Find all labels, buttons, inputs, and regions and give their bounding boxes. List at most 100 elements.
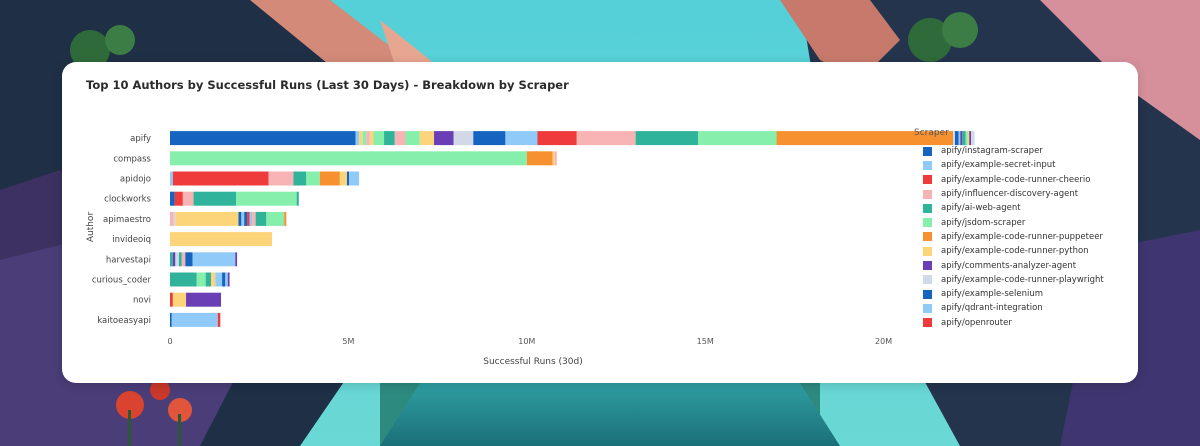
bar-segment-curious-coder-5[interactable] bbox=[222, 272, 226, 287]
bar-apidojo[interactable] bbox=[170, 171, 360, 186]
bar-segment-curious-coder-3[interactable] bbox=[211, 272, 216, 287]
bar-segment-compass-1[interactable] bbox=[526, 151, 553, 166]
bar-kaitoeasyapi[interactable] bbox=[170, 312, 221, 327]
bar-segment-novi-0[interactable] bbox=[170, 292, 173, 307]
bar-segment-apify-12[interactable] bbox=[453, 131, 474, 146]
bar-segment-clockworks-5[interactable] bbox=[296, 191, 299, 206]
legend-item[interactable]: apify/example-code-runner-cheerio bbox=[914, 173, 1134, 187]
bar-segment-clockworks-2[interactable] bbox=[182, 191, 194, 206]
bar-segment-apify-0[interactable] bbox=[170, 131, 356, 146]
bar-segment-curious-coder-7[interactable] bbox=[227, 272, 230, 287]
bar-clockworks[interactable] bbox=[170, 191, 299, 206]
legend-item[interactable]: apify/comments-analyzer-agent bbox=[914, 258, 1134, 272]
bar-segment-apify-7[interactable] bbox=[384, 131, 395, 146]
bar-segment-apify-21[interactable] bbox=[954, 131, 959, 146]
bar-segment-apimaestro-4[interactable] bbox=[241, 211, 245, 226]
bar-segment-apify-13[interactable] bbox=[473, 131, 506, 146]
bar-segment-curious-coder-2[interactable] bbox=[205, 272, 212, 287]
bar-segment-apify-24[interactable] bbox=[962, 131, 966, 146]
bar-segment-apify-10[interactable] bbox=[419, 131, 435, 146]
bar-segment-apidojo-2[interactable] bbox=[268, 171, 294, 186]
bar-segment-harvestapi-1[interactable] bbox=[172, 252, 176, 267]
legend-item[interactable]: apify/example-selenium bbox=[914, 287, 1134, 301]
legend-item[interactable]: apify/instagram-scraper bbox=[914, 144, 1134, 158]
legend-item[interactable]: apify/example-code-runner-python bbox=[914, 244, 1134, 258]
bar-segment-apimaestro-2[interactable] bbox=[175, 211, 239, 226]
bar-segment-apify-17[interactable] bbox=[635, 131, 699, 146]
bar-segment-apify-8[interactable] bbox=[394, 131, 406, 146]
bar-segment-harvestapi-6[interactable] bbox=[192, 252, 236, 267]
bar-segment-compass-0[interactable] bbox=[170, 151, 527, 166]
bar-segment-apimaestro-1[interactable] bbox=[173, 211, 176, 226]
bar-segment-curious-coder-0[interactable] bbox=[170, 272, 197, 287]
bar-segment-apify-16[interactable] bbox=[576, 131, 636, 146]
bar-segment-apify-23[interactable] bbox=[960, 131, 963, 146]
bar-segment-apify-2[interactable] bbox=[359, 131, 363, 146]
bar-segment-apify-22[interactable] bbox=[958, 131, 961, 146]
bar-segment-harvestapi-3[interactable] bbox=[178, 252, 182, 267]
bar-apify[interactable] bbox=[170, 131, 975, 146]
bar-segment-invideoiq-0[interactable] bbox=[170, 232, 273, 247]
bar-segment-apify-27[interactable] bbox=[969, 131, 972, 146]
bar-segment-apify-15[interactable] bbox=[537, 131, 577, 146]
bar-segment-compass-3[interactable] bbox=[554, 151, 557, 166]
bar-apimaestro[interactable] bbox=[170, 211, 287, 226]
bar-segment-harvestapi-4[interactable] bbox=[181, 252, 186, 267]
bar-segment-apidojo-4[interactable] bbox=[306, 171, 320, 186]
legend-item[interactable]: apify/jsdom-scraper bbox=[914, 215, 1134, 229]
bar-segment-novi-1[interactable] bbox=[172, 292, 187, 307]
legend-item[interactable]: apify/qdrant-integration bbox=[914, 301, 1134, 315]
bar-segment-harvestapi-2[interactable] bbox=[175, 252, 179, 267]
bar-harvestapi[interactable] bbox=[170, 252, 238, 267]
bar-novi[interactable] bbox=[170, 292, 222, 307]
bar-segment-apidojo-7[interactable] bbox=[346, 171, 350, 186]
bar-segment-apify-28[interactable] bbox=[971, 131, 975, 146]
bar-segment-apify-26[interactable] bbox=[967, 131, 970, 146]
bar-segment-apify-4[interactable] bbox=[366, 131, 370, 146]
bar-segment-curious-coder-1[interactable] bbox=[196, 272, 206, 287]
bar-segment-apidojo-6[interactable] bbox=[339, 171, 347, 186]
bar-segment-apify-1[interactable] bbox=[355, 131, 360, 146]
bar-segment-harvestapi-0[interactable] bbox=[170, 252, 173, 267]
bar-segment-curious-coder-4[interactable] bbox=[215, 272, 223, 287]
bar-segment-apimaestro-5[interactable] bbox=[244, 211, 248, 226]
legend-item[interactable]: apify/openrouter bbox=[914, 316, 1134, 330]
bar-segment-apify-20[interactable] bbox=[953, 131, 955, 146]
bar-segment-curious-coder-6[interactable] bbox=[225, 272, 228, 287]
bar-segment-clockworks-4[interactable] bbox=[236, 191, 297, 206]
bar-segment-apify-14[interactable] bbox=[505, 131, 538, 146]
bar-segment-compass-2[interactable] bbox=[552, 151, 555, 166]
legend-item[interactable]: apify/example-secret-input bbox=[914, 158, 1134, 172]
bar-segment-apify-11[interactable] bbox=[434, 131, 454, 146]
legend-item[interactable]: apify/example-code-runner-puppeteer bbox=[914, 230, 1134, 244]
bar-curious-coder[interactable] bbox=[170, 272, 230, 287]
bar-segment-harvestapi-5[interactable] bbox=[185, 252, 193, 267]
bar-segment-kaitoeasyapi-0[interactable] bbox=[170, 312, 172, 327]
legend-item[interactable]: apify/influencer-discovery-agent bbox=[914, 187, 1134, 201]
bar-segment-apimaestro-10[interactable] bbox=[266, 211, 285, 226]
bar-segment-apify-5[interactable] bbox=[369, 131, 374, 146]
bar-segment-apify-3[interactable] bbox=[362, 131, 367, 146]
bar-segment-apimaestro-7[interactable] bbox=[249, 211, 253, 226]
bar-segment-apimaestro-3[interactable] bbox=[238, 211, 242, 226]
legend-item[interactable]: apify/ai-web-agent bbox=[914, 201, 1134, 215]
bar-segment-harvestapi-7[interactable] bbox=[235, 252, 238, 267]
bar-invideoiq[interactable] bbox=[170, 232, 273, 247]
legend-item[interactable]: apify/example-code-runner-playwright bbox=[914, 273, 1134, 287]
bar-segment-apimaestro-8[interactable] bbox=[252, 211, 256, 226]
bar-segment-apimaestro-11[interactable] bbox=[284, 211, 287, 226]
bar-segment-apify-25[interactable] bbox=[965, 131, 968, 146]
bar-segment-apidojo-5[interactable] bbox=[319, 171, 340, 186]
bar-segment-kaitoeasyapi-1[interactable] bbox=[171, 312, 218, 327]
bar-segment-apidojo-3[interactable] bbox=[293, 171, 307, 186]
bar-segment-apidojo-8[interactable] bbox=[349, 171, 360, 186]
bar-segment-apimaestro-6[interactable] bbox=[247, 211, 250, 226]
bar-segment-clockworks-1[interactable] bbox=[174, 191, 183, 206]
bar-segment-apify-19[interactable] bbox=[776, 131, 954, 146]
bar-segment-novi-2[interactable] bbox=[186, 292, 222, 307]
bar-compass[interactable] bbox=[170, 151, 557, 166]
bar-segment-apify-6[interactable] bbox=[373, 131, 385, 146]
bar-segment-clockworks-3[interactable] bbox=[193, 191, 237, 206]
bar-segment-kaitoeasyapi-2[interactable] bbox=[217, 312, 221, 327]
bar-segment-apidojo-0[interactable] bbox=[170, 171, 173, 186]
